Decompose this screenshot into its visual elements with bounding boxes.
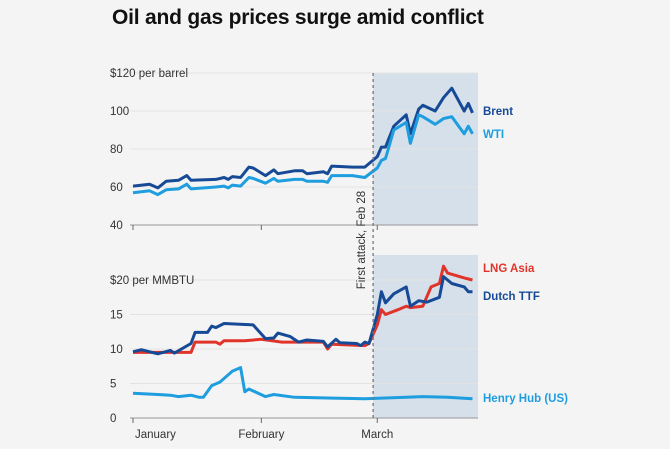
series-label: Henry Hub (US): [483, 393, 568, 405]
series-label: Brent: [483, 106, 513, 118]
y-tick-label: 80: [110, 144, 123, 156]
x-tick-label: March: [361, 429, 393, 441]
y-tick-label: 0: [110, 413, 116, 425]
series-line-wti: [132, 113, 474, 197]
y-tick-label: 10: [110, 344, 123, 356]
shaded-region: [373, 255, 478, 418]
series-label: LNG Asia: [483, 263, 535, 275]
x-tick-label: January: [135, 429, 176, 441]
series-label: Dutch TTF: [483, 291, 540, 303]
y-axis-unit-label: $20 per MMBTU: [110, 275, 194, 287]
y-tick-label: 100: [110, 106, 129, 118]
y-tick-label: 40: [110, 220, 123, 232]
series-line-henry-hub-us-: [132, 366, 473, 401]
y-tick-label: 60: [110, 182, 123, 194]
series-label: WTI: [483, 129, 504, 141]
chart-title: Oil and gas prices surge amid conflict: [112, 6, 484, 29]
x-tick-label: February: [238, 429, 284, 441]
y-tick-label: 15: [110, 310, 123, 322]
series-line-brent: [132, 86, 474, 190]
series-line-dutch-ttf: [132, 275, 473, 356]
y-axis-unit-label: $120 per barrel: [110, 68, 188, 80]
y-tick-label: 5: [110, 379, 116, 391]
event-annotation: First attack, Feb 28: [356, 191, 368, 289]
